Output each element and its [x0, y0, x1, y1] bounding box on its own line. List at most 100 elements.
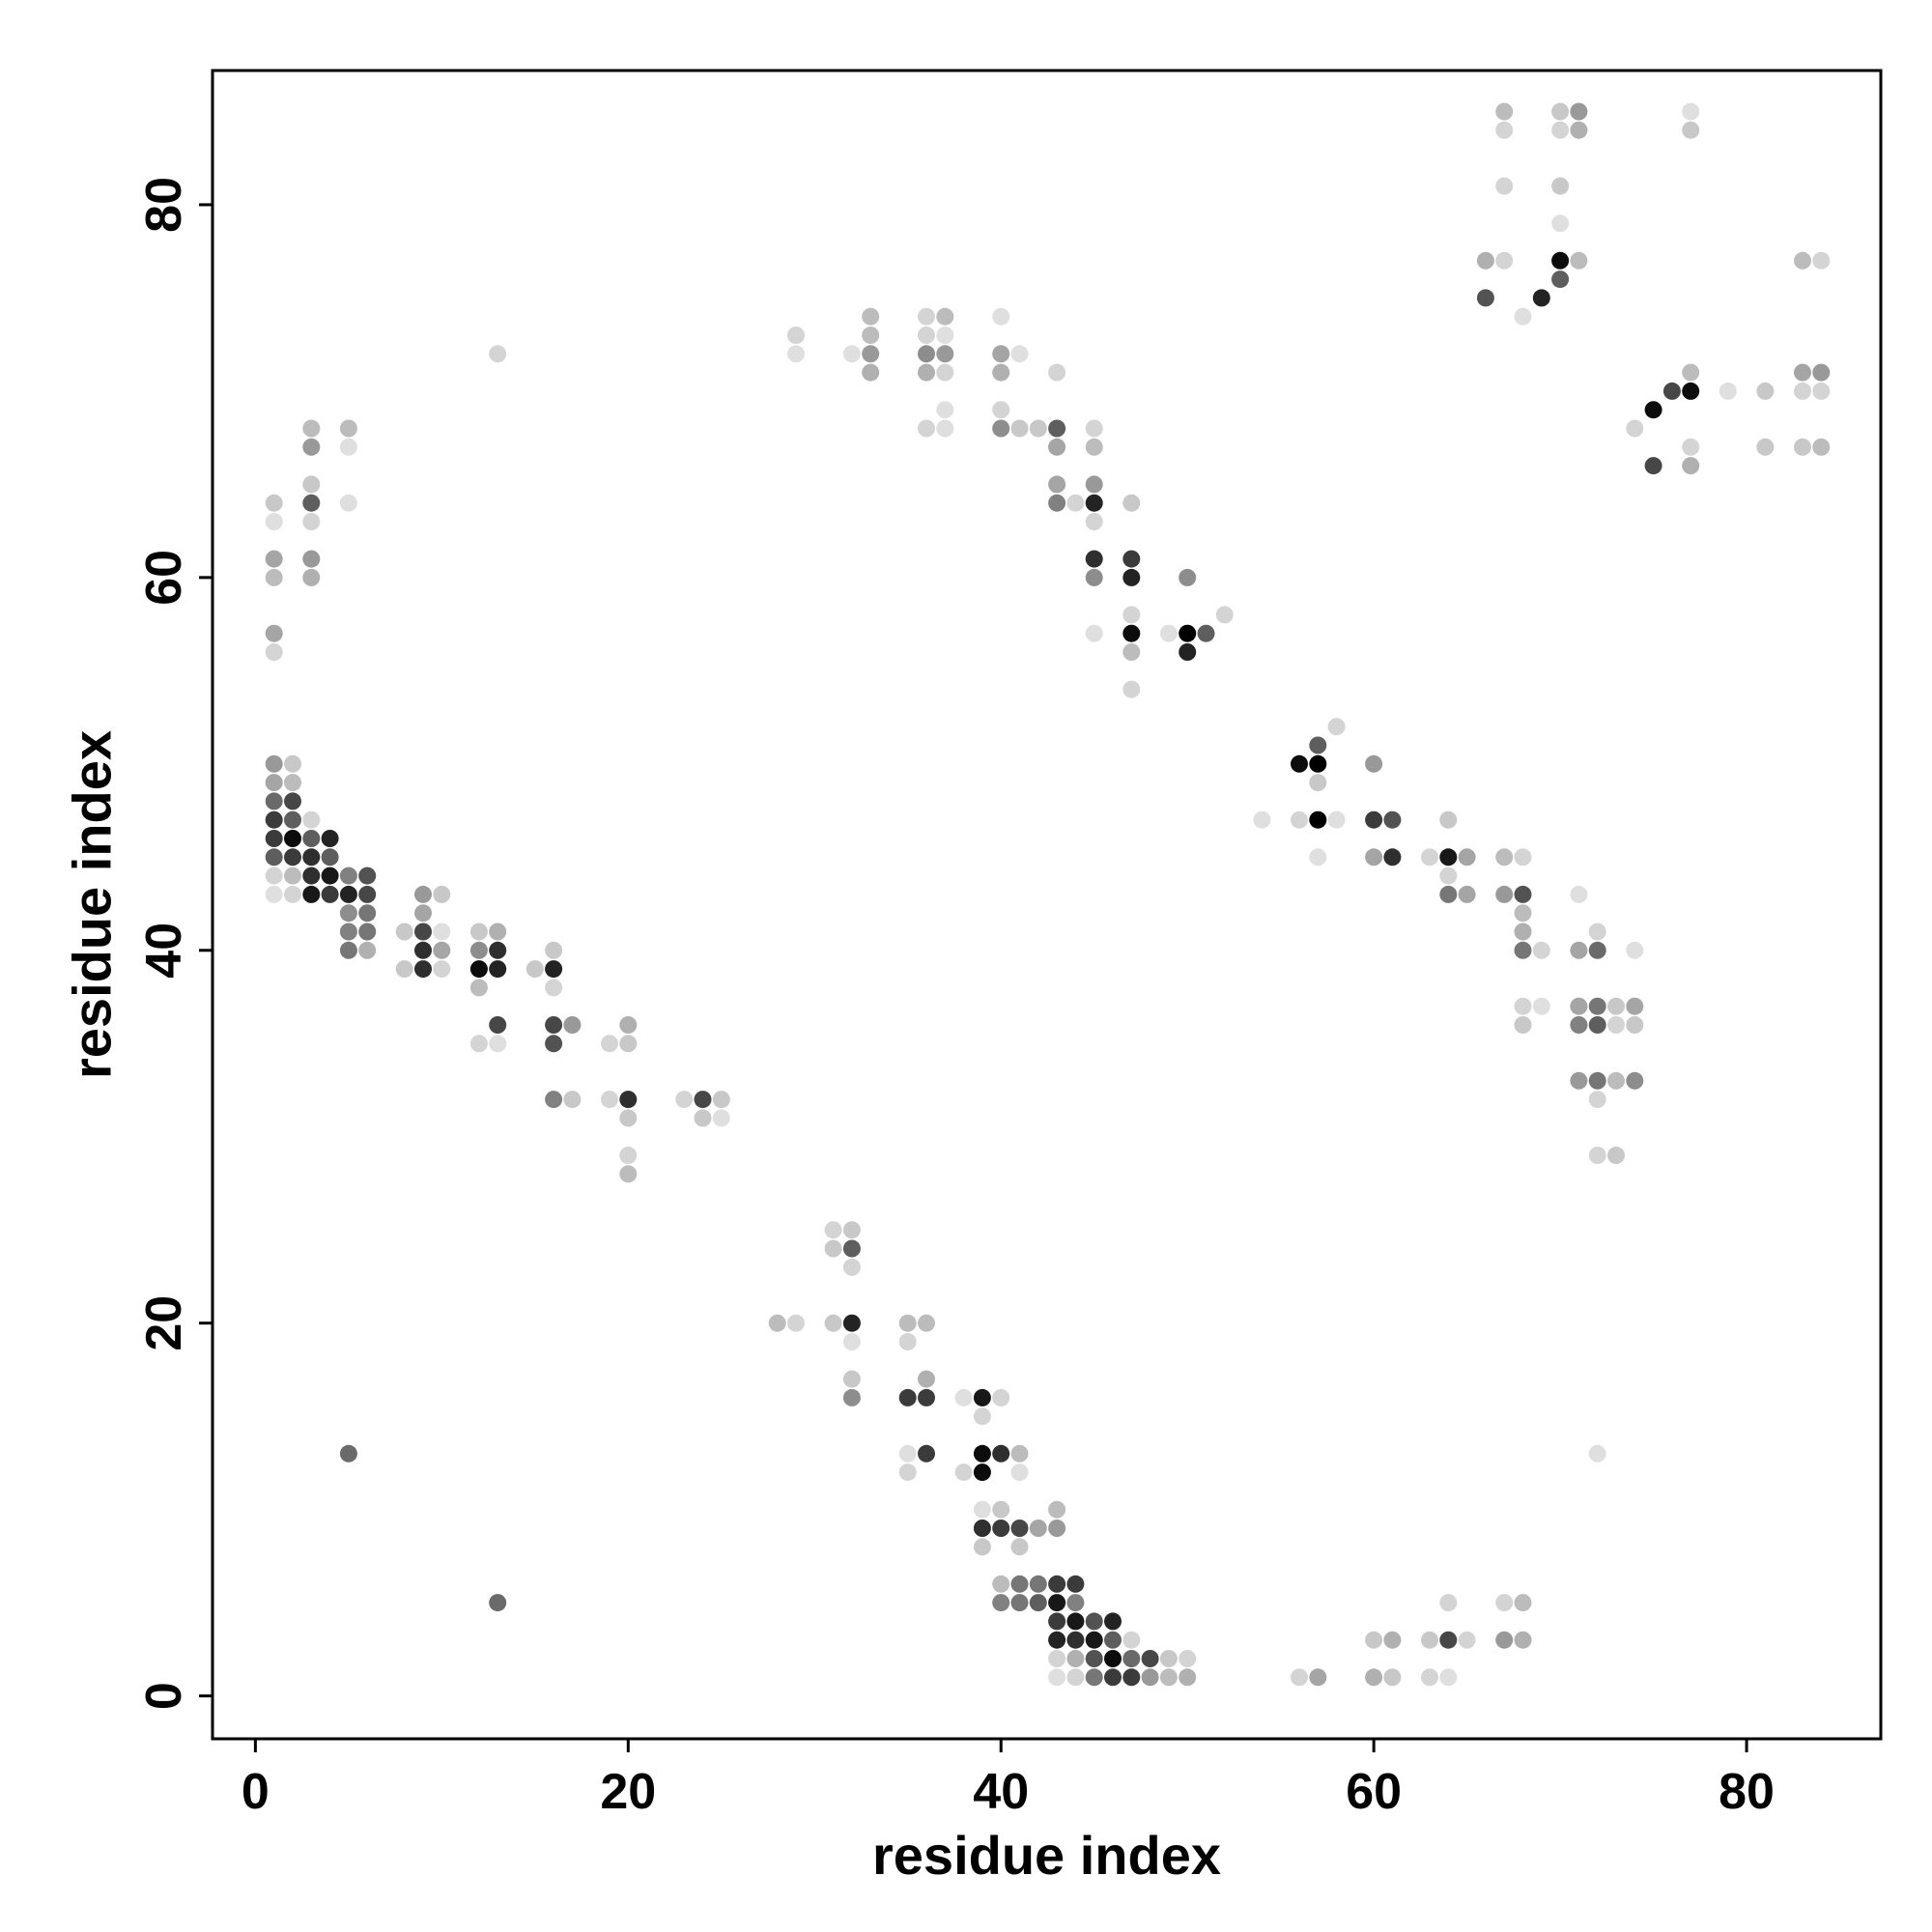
contact-point	[265, 624, 283, 642]
contact-point	[694, 1109, 712, 1127]
contact-point	[1029, 1594, 1047, 1612]
contact-point	[1439, 867, 1458, 885]
contact-point	[1570, 251, 1588, 270]
contact-point	[414, 960, 432, 979]
contact-point	[1048, 1650, 1066, 1667]
contact-point	[1514, 1631, 1532, 1649]
contact-point	[1179, 624, 1197, 642]
contact-point	[302, 475, 321, 494]
plot-frame	[211, 69, 1883, 1741]
contact-point	[1122, 606, 1141, 624]
contact-point	[898, 1314, 917, 1332]
contact-point	[1588, 1444, 1606, 1463]
contact-point	[619, 1091, 638, 1109]
contact-point	[1756, 382, 1775, 400]
contact-point	[992, 1388, 1010, 1406]
x-tick-label: 40	[973, 1764, 1029, 1820]
contact-point	[1644, 401, 1662, 419]
contact-point	[563, 1016, 582, 1034]
contact-point	[321, 830, 339, 847]
contact-point	[284, 754, 301, 773]
contact-point	[339, 923, 357, 941]
contact-point	[265, 830, 283, 847]
contact-point	[1682, 457, 1700, 475]
contact-point	[469, 923, 488, 941]
contact-point	[1551, 121, 1570, 139]
contact-point	[1495, 177, 1514, 195]
contact-point	[898, 1444, 917, 1463]
contact-point	[339, 885, 357, 903]
contact-point	[918, 1444, 935, 1463]
contact-point	[1365, 810, 1383, 829]
contact-point	[862, 363, 880, 382]
contact-point	[918, 345, 935, 363]
contact-point	[433, 923, 451, 941]
contact-point	[1383, 1668, 1402, 1687]
x-tick-label: 80	[1719, 1764, 1775, 1820]
contact-point	[1588, 1091, 1606, 1109]
contact-point	[1626, 941, 1644, 959]
contact-point	[1439, 1594, 1458, 1612]
contact-point	[973, 1463, 991, 1482]
contact-point	[1048, 1668, 1066, 1687]
contact-point	[1159, 624, 1178, 642]
contact-point	[1327, 810, 1346, 829]
contact-point	[414, 904, 432, 923]
contact-point	[1010, 1538, 1029, 1556]
contact-point	[1085, 494, 1103, 512]
contact-point	[1570, 1071, 1588, 1090]
contact-point	[1756, 438, 1775, 456]
contact-point	[1066, 1668, 1085, 1687]
contact-point	[842, 1239, 861, 1258]
contact-point	[712, 1091, 730, 1109]
contact-point	[1066, 1575, 1085, 1593]
contact-point	[992, 401, 1010, 419]
contact-point	[1794, 363, 1811, 382]
contact-point	[433, 960, 451, 979]
contact-point	[339, 1444, 357, 1463]
contact-point	[1122, 624, 1141, 642]
contact-point	[339, 419, 357, 438]
contact-point	[265, 754, 283, 773]
contact-point	[265, 848, 283, 867]
contact-point	[1085, 438, 1103, 456]
contact-point	[1514, 1016, 1532, 1034]
contact-point	[1085, 1612, 1103, 1631]
contact-point	[302, 810, 321, 829]
contact-point	[339, 867, 357, 885]
contact-point	[936, 345, 954, 363]
contact-point	[992, 363, 1010, 382]
contact-point	[1439, 885, 1458, 903]
contact-point	[489, 1016, 507, 1034]
contact-point	[1421, 1631, 1438, 1649]
contact-point	[302, 830, 321, 847]
contact-point	[1327, 718, 1346, 736]
contact-point	[862, 345, 880, 363]
contact-point	[1476, 251, 1494, 270]
contact-point	[992, 1594, 1010, 1612]
contact-point	[787, 345, 805, 363]
contact-point	[1682, 363, 1700, 382]
contact-point	[1122, 494, 1141, 512]
contact-point	[1514, 848, 1532, 867]
contact-point	[1570, 885, 1588, 903]
contact-point	[1794, 438, 1811, 456]
contact-point	[302, 494, 321, 512]
contact-point	[1029, 1520, 1047, 1537]
contact-point	[842, 345, 861, 363]
contact-point	[321, 885, 339, 903]
contact-point	[302, 419, 321, 438]
contact-point	[1532, 289, 1550, 307]
contact-point	[1682, 438, 1700, 456]
contact-point	[489, 1594, 507, 1612]
contact-point	[1122, 1668, 1141, 1687]
contact-point	[265, 792, 283, 810]
contact-point	[563, 1091, 582, 1109]
contact-point	[1365, 1668, 1383, 1687]
contact-point	[973, 1407, 991, 1426]
contact-point	[918, 1388, 935, 1406]
contact-point	[898, 1333, 917, 1350]
contact-point	[1309, 736, 1327, 754]
contact-point	[1383, 848, 1402, 867]
